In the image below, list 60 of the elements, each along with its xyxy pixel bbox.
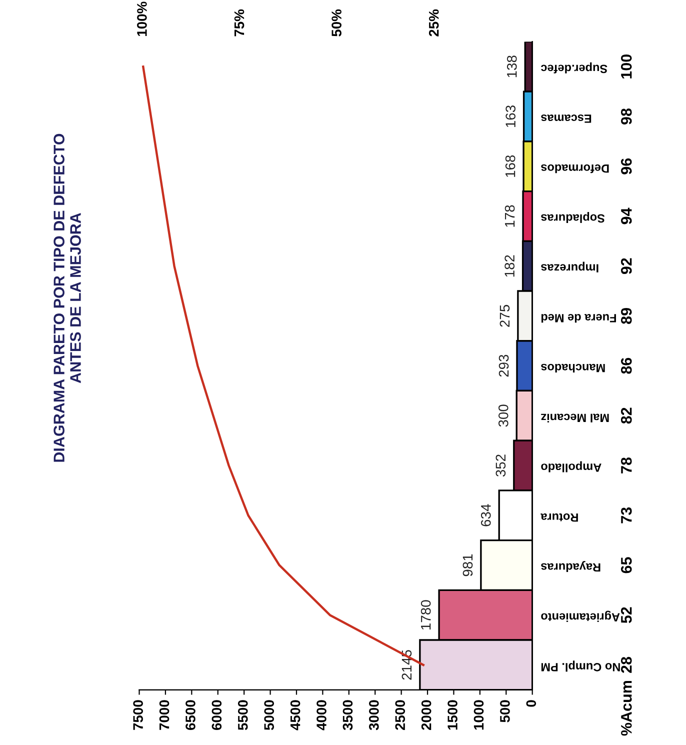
- y-tick-label: Super.defec: [541, 62, 608, 74]
- y-tick-label: Fuera de Med: [541, 314, 616, 323]
- x2-tick-label: 75%: [234, 9, 244, 36]
- y-tick-label: No Cumpl. PM: [541, 660, 620, 672]
- data-label: 1780: [420, 600, 431, 630]
- data-label: 28: [620, 656, 632, 673]
- data-label: 89: [620, 308, 632, 324]
- x-tick-label: 3500: [342, 700, 353, 730]
- x-tick-label: 2500: [395, 700, 406, 730]
- y-tick-label: Ampollado: [541, 461, 602, 472]
- x-tick-label: 7500: [133, 700, 143, 730]
- data-label: 94: [620, 208, 632, 224]
- x-tick-label: 6500: [186, 700, 196, 730]
- data-label: 138: [506, 56, 517, 78]
- data-label: 293: [498, 354, 509, 377]
- y-tick-label: Impurezas: [541, 262, 598, 272]
- data-label: 96: [620, 158, 632, 174]
- y-tick-label: Deformados: [541, 164, 609, 174]
- y-tick-label: Mal Mecaniz: [541, 414, 609, 422]
- data-label: 65: [620, 557, 632, 574]
- x2-tick-label: 100%: [137, 2, 147, 36]
- data-label: 86: [620, 358, 632, 374]
- data-label: 82: [620, 408, 632, 424]
- x-tick-label: 4000: [316, 700, 326, 730]
- text: %Acum: [621, 680, 632, 736]
- data-label: 100: [620, 54, 632, 78]
- x-tick-label: 5000: [264, 700, 274, 730]
- x-tick-label: 0: [526, 700, 536, 707]
- data-label: 78: [620, 457, 632, 474]
- data-label: 634: [480, 504, 491, 526]
- data-label: 52: [620, 607, 632, 624]
- y-tick-label: Sopladuras: [541, 212, 605, 223]
- text: DIAGRAMA PARETO POR TIPO DE DEFECTO ANTES DE LA MEJORA: [54, 134, 81, 462]
- x-tick-label: 3000: [369, 700, 379, 730]
- y-tick-label: Rotura: [540, 513, 578, 522]
- data-label: 182: [504, 255, 514, 277]
- data-label: 163: [506, 106, 516, 128]
- data-label: 168: [505, 155, 516, 177]
- x-tick-label: 500: [500, 700, 510, 722]
- x-tick-label: 4500: [290, 700, 300, 730]
- data-label: 178: [504, 205, 515, 227]
- x-tick-label: 6000: [212, 700, 222, 730]
- y-tick-label: Manchados: [541, 364, 605, 373]
- x-tick-label: 2000: [421, 700, 432, 730]
- x-tick-label: 1000: [474, 700, 484, 730]
- data-label: 352: [496, 454, 506, 477]
- y-tick-label: Escamas: [541, 114, 592, 123]
- x2-tick-label: 50%: [332, 9, 342, 36]
- x-tick-label: 7000: [159, 700, 170, 730]
- y-tick-label: Rayaduras: [541, 560, 600, 572]
- data-label: 300: [498, 404, 508, 427]
- x2-tick-label: 25%: [428, 9, 439, 36]
- x-tick-label: 1500: [448, 700, 458, 730]
- data-label: 981: [462, 554, 473, 576]
- x-tick-label: 5500: [238, 700, 248, 730]
- data-label: 98: [620, 108, 632, 124]
- data-label: 275: [500, 304, 510, 327]
- data-label: 92: [620, 258, 632, 274]
- y-tick-label: Agrietamiento: [541, 610, 620, 622]
- data-label: 73: [620, 507, 632, 524]
